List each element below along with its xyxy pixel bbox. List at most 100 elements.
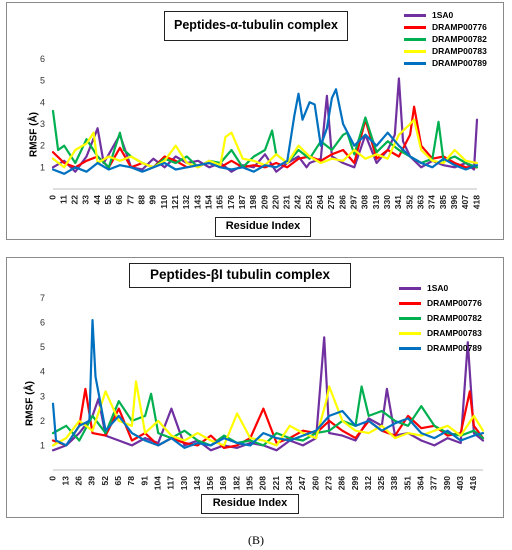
chart-b-x-tick-label: 208 xyxy=(258,476,268,490)
chart-a-x-tick-label: 352 xyxy=(404,195,414,209)
chart-panel-alpha-tubulin: 1 2 3 4 5 6 0 11 22 33 44 55 66 77 88 99 110 121 132 143 154… xyxy=(6,2,504,240)
chart-a-x-tick-label: 264 xyxy=(315,195,325,209)
chart-a-x-tick-label: 0 xyxy=(47,195,57,200)
chart-b-x-tick-label: 247 xyxy=(297,476,307,490)
chart-a-series-line-dramp00783 xyxy=(51,118,479,169)
chart-b-y-tick-label: 1 xyxy=(40,440,45,450)
chart-a-x-tick-label: 209 xyxy=(259,195,269,209)
chart-a-y-tick-label: 4 xyxy=(40,97,45,107)
chart-a-y-tick-label: 2 xyxy=(40,141,45,151)
chart-b-y-tick-label: 7 xyxy=(40,293,45,303)
chart-a-x-tick-label: 374 xyxy=(427,195,437,209)
chart-b-x-tick-label: 364 xyxy=(416,476,426,490)
chart-b-x-tick-label: 260 xyxy=(310,476,320,490)
chart-b-x-tick-label: 39 xyxy=(87,476,97,486)
chart-b-x-tick-label: 286 xyxy=(337,476,347,490)
chart-a-x-tick-label: 330 xyxy=(382,195,392,209)
chart-a-x-tick-label: 198 xyxy=(248,195,258,209)
chart-b-x-tick-label: 221 xyxy=(271,476,281,490)
chart-a-x-tick-label: 22 xyxy=(70,195,80,205)
legend-swatch xyxy=(399,332,421,335)
chart-b-x-tick-label: 325 xyxy=(376,476,386,490)
legend-swatch xyxy=(404,14,426,17)
chart-b-x-tick-label: 143 xyxy=(192,476,202,490)
chart-a-x-tick-label: 55 xyxy=(103,195,113,205)
chart-a-x-tick-label: 319 xyxy=(371,195,381,209)
legend-swatch xyxy=(404,50,426,53)
chart-b-x-tick-label: 65 xyxy=(113,476,123,486)
chart-a-x-tick-label: 363 xyxy=(415,195,425,209)
chart-a-x-tick-label: 165 xyxy=(215,195,225,209)
chart-b-series-line-dramp00783 xyxy=(51,380,485,447)
chart-a-x-tick-label: 253 xyxy=(304,195,314,209)
chart-b-series-line-1sa0 xyxy=(51,336,485,452)
chart-a-x-tick-label: 385 xyxy=(438,195,448,209)
chart-a-x-tick-label: 187 xyxy=(237,195,247,209)
chart-b-x-tick-label: 299 xyxy=(350,476,360,490)
chart-b-y-tick-label: 2 xyxy=(40,416,45,426)
chart-a-x-tick-label: 44 xyxy=(92,195,102,205)
chart-a-x-tick-label: 418 xyxy=(471,195,481,209)
chart-a-x-tick-label: 99 xyxy=(148,195,158,205)
chart-b-x-tick-label: 312 xyxy=(363,476,373,490)
chart-b-x-tick-label: 273 xyxy=(323,476,333,490)
chart-b-x-tick-label: 0 xyxy=(47,476,57,481)
chart-b-x-tick-label: 13 xyxy=(60,476,70,486)
legend-swatch xyxy=(399,347,421,350)
legend-label: DRAMP00782 xyxy=(427,313,482,323)
chart-a-series-line-dramp00789 xyxy=(51,88,479,175)
legend-label: DRAMP00789 xyxy=(432,58,487,68)
chart-panel-beta-tubulin: 1 2 3 4 5 6 7 0 13 26 39 52 65 78 91 104 117 130 143 156 169… xyxy=(6,257,504,518)
chart-b-x-axis-label: Residue Index xyxy=(201,494,299,514)
chart-b-x-tick-label: 156 xyxy=(205,476,215,490)
chart-a-x-tick-label: 11 xyxy=(58,195,68,204)
chart-b-x-tick-label: 169 xyxy=(218,476,228,490)
chart-b-title: Peptides-βI tubulin complex xyxy=(129,263,351,288)
chart-a-x-tick-label: 143 xyxy=(192,195,202,209)
chart-a-y-tick-label: 1 xyxy=(40,162,45,172)
chart-a-x-tick-label: 88 xyxy=(137,195,147,205)
chart-b-y-tick-label: 6 xyxy=(40,318,45,328)
chart-b-x-tick-label: 351 xyxy=(402,476,412,490)
chart-a-x-tick-label: 33 xyxy=(81,195,91,205)
chart-b-x-tick-label: 338 xyxy=(389,476,399,490)
figure-caption: (B) xyxy=(248,533,264,547)
legend-swatch xyxy=(404,26,426,29)
legend-label: DRAMP00782 xyxy=(432,34,487,44)
chart-b-x-tick-label: 130 xyxy=(179,476,189,490)
chart-a-x-tick-label: 132 xyxy=(181,195,191,209)
chart-b-x-tick-label: 52 xyxy=(100,476,110,486)
chart-a-x-tick-label: 121 xyxy=(170,195,180,209)
chart-b-series-line-dramp00776 xyxy=(51,387,485,449)
chart-b-x-tick-label: 416 xyxy=(468,476,478,490)
chart-a-x-tick-label: 66 xyxy=(114,195,124,205)
legend-label: DRAMP00783 xyxy=(427,328,482,338)
legend-swatch xyxy=(399,287,421,290)
chart-b-x-tick-label: 390 xyxy=(442,476,452,490)
chart-a-x-tick-label: 407 xyxy=(460,195,470,209)
chart-b-x-tick-label: 104 xyxy=(152,476,162,490)
legend-label: DRAMP00776 xyxy=(427,298,482,308)
chart-b-x-tick-label: 195 xyxy=(245,476,255,490)
chart-a-y-tick-label: 6 xyxy=(40,54,45,64)
chart-a-x-tick-label: 77 xyxy=(125,195,135,205)
chart-a-x-tick-label: 341 xyxy=(393,195,403,209)
legend-swatch xyxy=(404,62,426,65)
chart-b-x-tick-label: 182 xyxy=(231,476,241,490)
chart-b-y-tick-label: 5 xyxy=(40,342,45,352)
legend-swatch xyxy=(399,317,421,320)
legend-label: DRAMP00783 xyxy=(432,46,487,56)
legend-swatch xyxy=(404,38,426,41)
chart-b-x-tick-label: 26 xyxy=(74,476,84,486)
chart-a-x-tick-label: 154 xyxy=(203,195,213,209)
chart-a-x-tick-label: 220 xyxy=(270,195,280,209)
legend-label: 1SA0 xyxy=(432,10,454,20)
chart-a-x-tick-label: 396 xyxy=(449,195,459,209)
chart-b-y-tick-label: 4 xyxy=(40,367,45,377)
chart-b-x-tick-label: 403 xyxy=(455,476,465,490)
chart-a-x-tick-label: 176 xyxy=(226,195,236,209)
chart-a-x-tick-label: 308 xyxy=(360,195,370,209)
chart-a-title: Peptides-α-tubulin complex xyxy=(164,11,348,41)
chart-b-x-tick-label: 377 xyxy=(429,476,439,490)
